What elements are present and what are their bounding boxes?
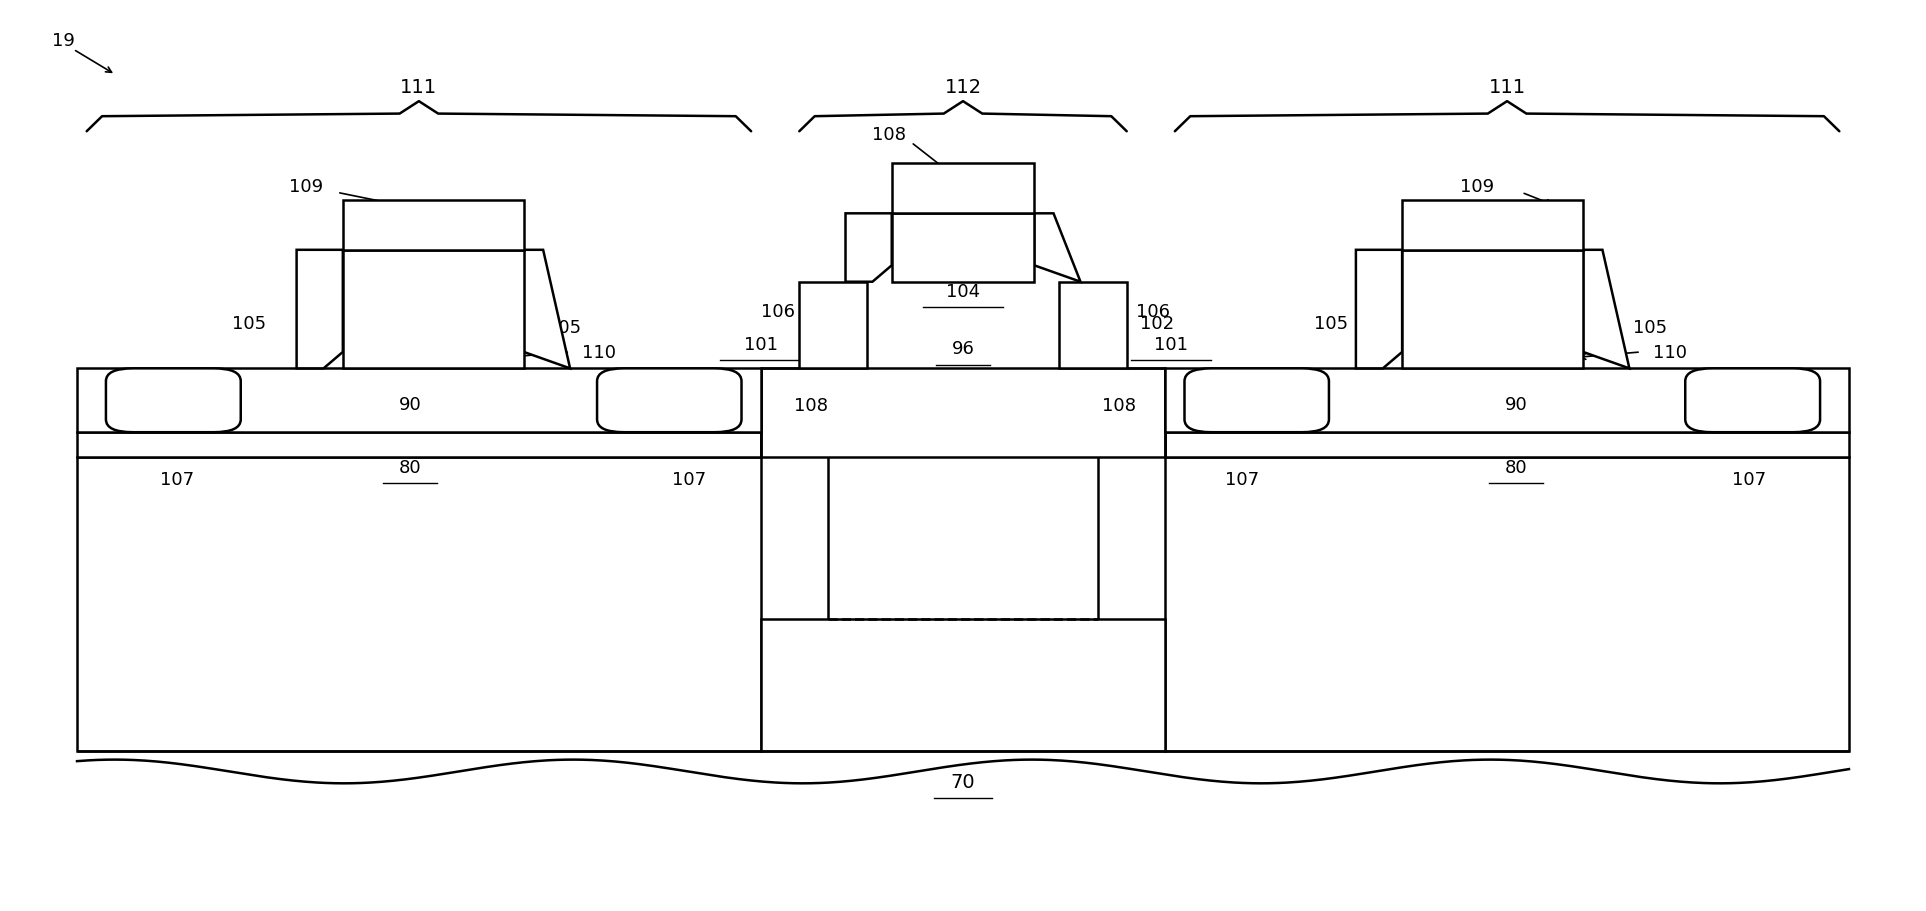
Text: 105: 105 — [231, 314, 266, 333]
Bar — [1059, 282, 1127, 369]
Text: 80: 80 — [399, 458, 422, 476]
Text: 104: 104 — [946, 282, 980, 301]
FancyBboxPatch shape — [1184, 369, 1329, 433]
Text: 105: 105 — [547, 319, 582, 337]
Bar — [77, 433, 761, 457]
Text: 108: 108 — [1102, 396, 1136, 415]
Text: 107: 107 — [1731, 470, 1766, 488]
Polygon shape — [1034, 214, 1080, 282]
Text: 90: 90 — [399, 395, 422, 414]
Text: 101: 101 — [1154, 335, 1188, 353]
Text: 105: 105 — [1314, 314, 1348, 333]
Text: 112: 112 — [944, 78, 982, 97]
Text: 107: 107 — [1225, 470, 1260, 488]
Bar — [1165, 369, 1849, 433]
Text: 101: 101 — [743, 335, 778, 353]
Bar — [1165, 433, 1849, 457]
Bar — [1402, 251, 1583, 369]
Bar — [761, 369, 1165, 457]
Bar — [343, 251, 524, 369]
Bar — [343, 200, 524, 251]
Polygon shape — [1356, 251, 1402, 369]
Bar — [77, 457, 761, 752]
Bar — [77, 369, 761, 433]
Polygon shape — [524, 251, 570, 369]
Text: 111: 111 — [1489, 78, 1525, 97]
Bar — [1402, 200, 1583, 251]
Text: 107: 107 — [672, 470, 707, 488]
Text: 106: 106 — [761, 302, 795, 321]
Polygon shape — [297, 251, 343, 369]
Text: 107: 107 — [160, 470, 195, 488]
Text: 90: 90 — [1504, 395, 1527, 414]
Text: 105: 105 — [1633, 319, 1668, 337]
Bar — [892, 164, 1034, 214]
FancyBboxPatch shape — [1685, 369, 1820, 433]
Bar — [799, 282, 867, 369]
Text: 19: 19 — [52, 32, 75, 50]
Text: 109: 109 — [289, 178, 324, 196]
Text: 106: 106 — [1136, 302, 1171, 321]
Text: 102: 102 — [1140, 314, 1175, 333]
Text: 80: 80 — [1504, 458, 1527, 476]
Text: 103: 103 — [1475, 303, 1510, 322]
Text: 110: 110 — [582, 343, 616, 362]
Text: 110: 110 — [1653, 343, 1687, 362]
Bar — [761, 619, 1165, 752]
Text: 108: 108 — [794, 396, 828, 415]
Text: 109: 109 — [1460, 178, 1495, 196]
Polygon shape — [1583, 251, 1629, 369]
Text: 70: 70 — [951, 773, 975, 791]
Polygon shape — [846, 214, 892, 282]
Bar — [892, 214, 1034, 282]
FancyBboxPatch shape — [597, 369, 742, 433]
Text: 111: 111 — [401, 78, 437, 97]
Text: 103: 103 — [416, 303, 451, 322]
Bar — [1165, 457, 1849, 752]
FancyBboxPatch shape — [106, 369, 241, 433]
Text: 96: 96 — [951, 340, 975, 358]
Text: 108: 108 — [872, 126, 907, 144]
